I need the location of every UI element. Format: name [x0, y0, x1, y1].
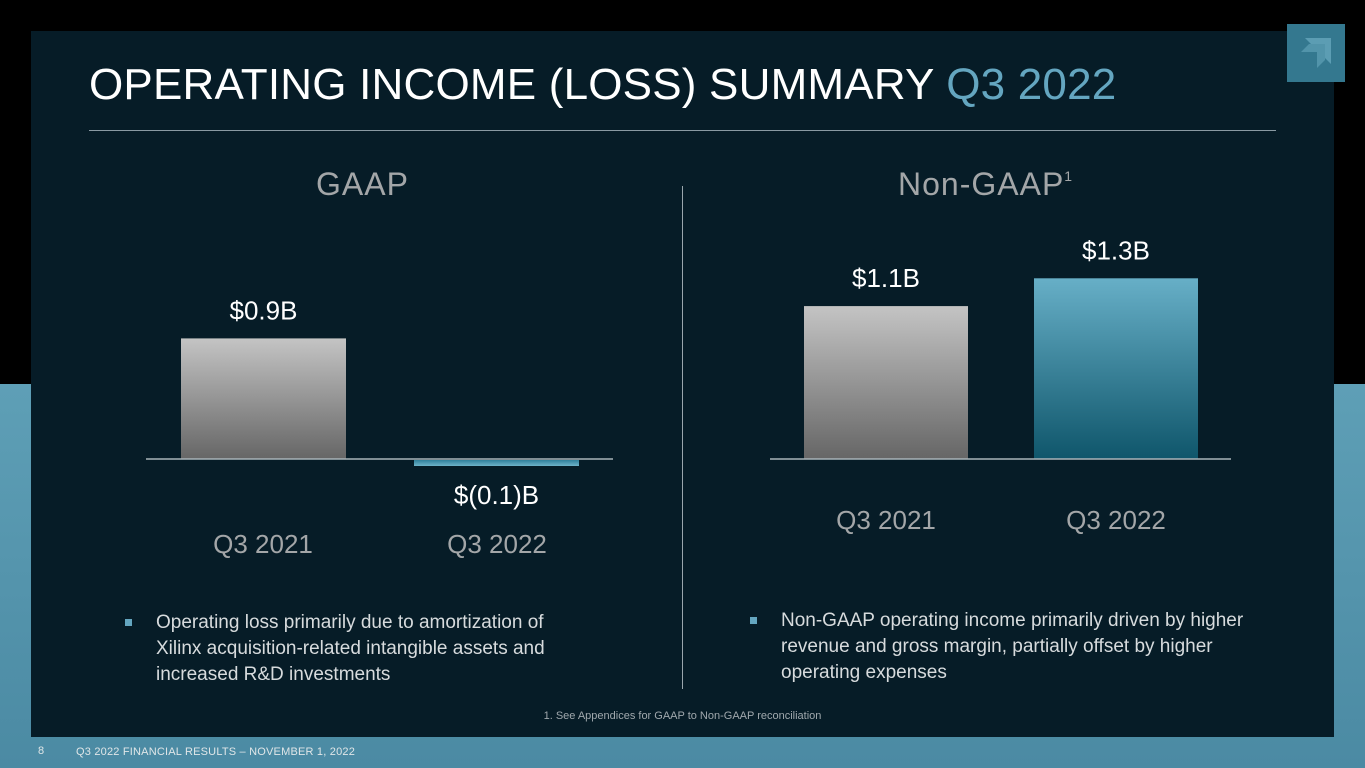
footnote: 1. See Appendices for GAAP to Non-GAAP r… [543, 710, 822, 722]
gaap-bar-1 [181, 338, 346, 459]
amd-arrow-icon [1287, 24, 1345, 82]
nongaap-category-label-2: Q3 2022 [1066, 505, 1166, 535]
title-divider [89, 130, 1276, 131]
page-number: 8 [38, 745, 45, 757]
nongaap-chart: $1.1B Q3 2021 $1.3B Q3 2022 [770, 235, 1231, 535]
title-accent: Q3 2022 [946, 60, 1117, 109]
gaap-bullet: Operating loss primarily due to amortiza… [125, 610, 586, 688]
footer-text: Q3 2022 FINANCIAL RESULTS – NOVEMBER 1, … [76, 746, 356, 758]
gaap-data-label-2: $(0.1)B [454, 480, 539, 510]
slide-title: OPERATING INCOME (LOSS) SUMMARY Q3 2022 [89, 60, 1116, 110]
nongaap-bullet-text: Non-GAAP operating income primarily driv… [781, 610, 1244, 683]
bullet-square-icon [125, 619, 132, 626]
nongaap-data-label-1: $1.1B [852, 263, 920, 293]
gaap-category-label-1: Q3 2021 [213, 529, 313, 559]
section-divider [682, 186, 683, 689]
nongaap-heading: Non-GAAP1 [898, 166, 1072, 203]
gaap-bullet-text: Operating loss primarily due to amortiza… [156, 612, 545, 685]
nongaap-bullet: Non-GAAP operating income primarily driv… [750, 608, 1251, 686]
gaap-chart: $0.9B Q3 2021 $(0.1)B Q3 2022 [146, 295, 613, 559]
nongaap-bar-1 [804, 306, 968, 459]
bullet-square-icon [750, 617, 757, 624]
nongaap-heading-footnote-marker: 1 [1064, 168, 1073, 184]
gaap-category-label-2: Q3 2022 [447, 529, 547, 559]
gaap-heading: GAAP [316, 166, 409, 202]
title-main: OPERATING INCOME (LOSS) SUMMARY [89, 60, 934, 109]
gaap-bar-2 [414, 460, 579, 466]
nongaap-bar-2 [1034, 278, 1198, 459]
nongaap-category-label-1: Q3 2021 [836, 505, 936, 535]
gaap-data-label-1: $0.9B [230, 295, 298, 325]
nongaap-heading-text: Non-GAAP [898, 166, 1065, 202]
nongaap-data-label-2: $1.3B [1082, 235, 1150, 265]
